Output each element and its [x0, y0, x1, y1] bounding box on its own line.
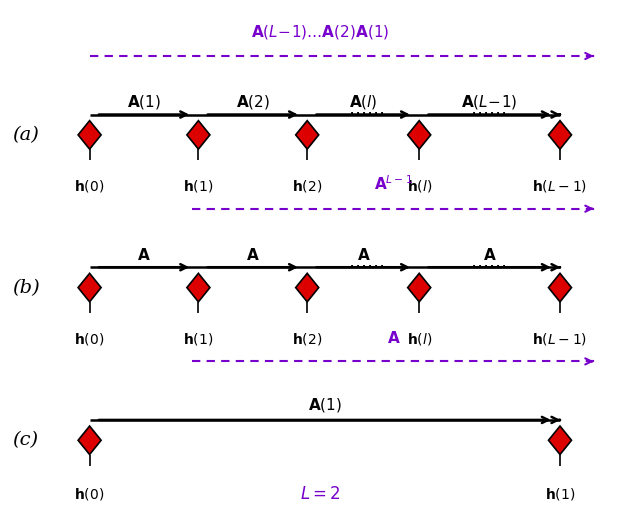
- Text: $\mathbf{h}(L-1)$: $\mathbf{h}(L-1)$: [532, 178, 588, 194]
- Text: $\mathbf{A}^{L-1}$: $\mathbf{A}^{L-1}$: [374, 175, 413, 193]
- Text: $\cdots\cdots$: $\cdots\cdots$: [470, 257, 506, 275]
- Text: $\mathbf{h}(1)$: $\mathbf{h}(1)$: [545, 486, 575, 502]
- Polygon shape: [78, 121, 101, 149]
- Polygon shape: [78, 426, 101, 455]
- Polygon shape: [296, 121, 319, 149]
- Polygon shape: [548, 426, 572, 455]
- Text: $\mathbf{A}(1)$: $\mathbf{A}(1)$: [308, 395, 342, 414]
- Text: $\mathbf{A}(2)$: $\mathbf{A}(2)$: [236, 93, 270, 111]
- Text: $\mathbf{A}(1)$: $\mathbf{A}(1)$: [127, 93, 161, 111]
- Text: $\mathbf{A}$: $\mathbf{A}$: [483, 246, 497, 263]
- Text: $\mathbf{A}(L\!-\!1)$: $\mathbf{A}(L\!-\!1)$: [461, 93, 518, 111]
- Text: $\mathbf{A}(l)$: $\mathbf{A}(l)$: [349, 93, 378, 111]
- Text: $\mathbf{h}(l)$: $\mathbf{h}(l)$: [406, 331, 432, 347]
- Text: $\cdots\cdots$: $\cdots\cdots$: [348, 257, 384, 275]
- Polygon shape: [548, 273, 572, 302]
- Polygon shape: [78, 273, 101, 302]
- Text: $L = 2$: $L = 2$: [300, 485, 340, 503]
- Text: $\mathbf{h}(1)$: $\mathbf{h}(1)$: [183, 331, 214, 347]
- Text: $\mathbf{h}(0)$: $\mathbf{h}(0)$: [74, 331, 105, 347]
- Text: $\mathbf{h}(L-1)$: $\mathbf{h}(L-1)$: [532, 331, 588, 347]
- Text: $\mathbf{A}$: $\mathbf{A}$: [356, 246, 371, 263]
- Text: $\mathbf{A}(L\!-\!1)\ldots\mathbf{A}(2)\mathbf{A}(1)$: $\mathbf{A}(L\!-\!1)\ldots\mathbf{A}(2)\…: [251, 23, 389, 41]
- Text: (b): (b): [12, 278, 40, 297]
- Polygon shape: [296, 273, 319, 302]
- Polygon shape: [187, 121, 210, 149]
- Polygon shape: [408, 121, 431, 149]
- Text: $\mathbf{h}(0)$: $\mathbf{h}(0)$: [74, 486, 105, 502]
- Polygon shape: [408, 273, 431, 302]
- Text: $\mathbf{A}$: $\mathbf{A}$: [246, 246, 260, 263]
- Text: $\mathbf{h}(2)$: $\mathbf{h}(2)$: [292, 178, 323, 194]
- Text: (c): (c): [13, 431, 38, 449]
- Polygon shape: [187, 273, 210, 302]
- Polygon shape: [548, 121, 572, 149]
- Text: (a): (a): [12, 126, 39, 144]
- Text: $\mathbf{h}(1)$: $\mathbf{h}(1)$: [183, 178, 214, 194]
- Text: $\cdots\cdots$: $\cdots\cdots$: [470, 104, 506, 122]
- Text: $\cdots\cdots$: $\cdots\cdots$: [348, 104, 384, 122]
- Text: $\mathbf{h}(0)$: $\mathbf{h}(0)$: [74, 178, 105, 194]
- Text: $\mathbf{A}$: $\mathbf{A}$: [387, 330, 401, 346]
- Text: $\mathbf{A}$: $\mathbf{A}$: [137, 246, 151, 263]
- Text: $\mathbf{h}(l)$: $\mathbf{h}(l)$: [406, 178, 432, 194]
- Text: $\mathbf{h}(2)$: $\mathbf{h}(2)$: [292, 331, 323, 347]
